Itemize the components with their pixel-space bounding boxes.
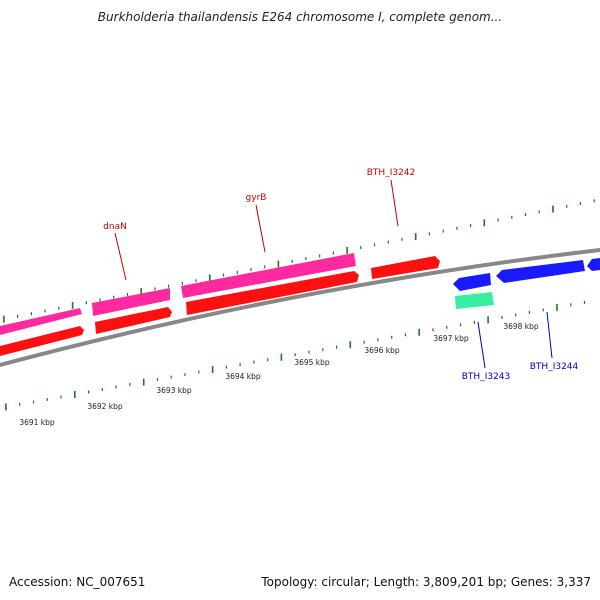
leader-line (546, 311, 553, 359)
gene-arrow[interactable] (95, 307, 172, 334)
gene-label-leaders (114, 179, 553, 369)
backbone-line (0, 248, 600, 367)
gene-arrow[interactable] (92, 288, 170, 316)
gene-arrow[interactable] (453, 273, 491, 291)
scale-label: 3693 kbp (156, 386, 192, 395)
map-title: Burkholderia thailandensis E264 chromoso… (97, 10, 503, 24)
gene-arrow[interactable] (186, 271, 359, 315)
gene-label-dnaN[interactable]: dnaN (103, 222, 127, 232)
gene-label-bth-i3242[interactable]: BTH_I3242 (367, 168, 416, 178)
scale-label: 3691 kbp (19, 418, 55, 427)
gene-label-bth-i3244[interactable]: BTH_I3244 (530, 362, 579, 372)
forward-gene-track (0, 253, 440, 356)
scale-label: 3694 kbp (225, 372, 261, 381)
reverse-gene-track (453, 258, 600, 309)
scale-label: 3695 kbp (294, 358, 330, 367)
leader-line (255, 204, 266, 253)
leader-line (390, 179, 399, 227)
scale-label: 3692 kbp (87, 402, 123, 411)
scale-label: 3697 kbp (433, 334, 469, 343)
gene-label-gyrB[interactable]: gyrB (246, 193, 267, 203)
accession-text: Accession: NC_007651 (9, 575, 146, 589)
scale-labels: 3691 kbp 3692 kbp 3693 kbp 3694 kbp 3695… (19, 322, 539, 427)
summary-text: Topology: circular; Length: 3,809,201 bp… (261, 575, 591, 589)
gene-arrow[interactable] (455, 292, 494, 309)
leader-line (477, 321, 486, 369)
gene-arrow[interactable] (0, 308, 82, 335)
gene-arrow[interactable] (371, 256, 440, 279)
gene-arrow[interactable] (496, 260, 585, 283)
gene-labels: dnaN gyrB BTH_I3242 BTH_I3243 BTH_I3244 (103, 168, 578, 382)
tick-row-bottom (5, 300, 586, 411)
gene-arrow[interactable] (181, 253, 356, 298)
gene-arrow[interactable] (587, 258, 600, 271)
gene-arrow[interactable] (0, 326, 84, 356)
leader-line (114, 232, 127, 281)
scale-label: 3698 kbp (503, 322, 539, 331)
scale-label: 3696 kbp (364, 346, 400, 355)
gene-label-bth-i3243[interactable]: BTH_I3243 (462, 372, 511, 382)
